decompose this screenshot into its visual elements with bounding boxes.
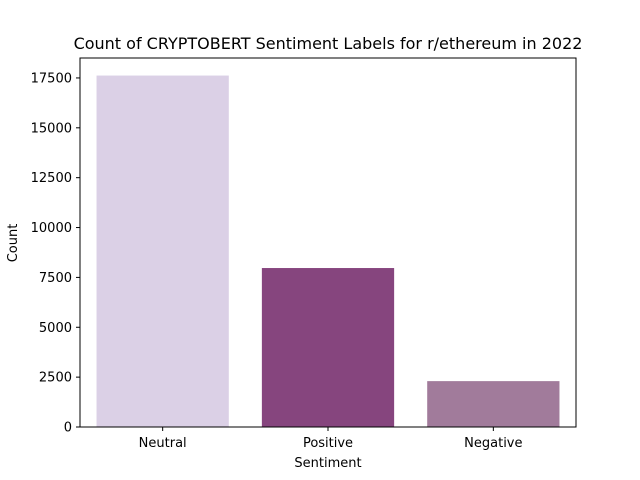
y-tick-label: 17500 <box>31 71 72 86</box>
x-tick-label: Neutral <box>139 436 187 451</box>
y-tick-label: 5000 <box>39 321 72 336</box>
bar-neutral <box>96 75 229 427</box>
x-tick-label: Positive <box>303 436 353 451</box>
bars-group <box>96 75 560 427</box>
chart-title: Count of CRYPTOBERT Sentiment Labels for… <box>74 34 583 53</box>
x-axis: Neutral Positive Negative <box>139 427 523 451</box>
x-tick-label: Negative <box>464 436 522 451</box>
y-tick-label: 2500 <box>39 371 72 386</box>
x-axis-label: Sentiment <box>294 456 361 471</box>
y-tick-label: 10000 <box>31 221 72 236</box>
y-axis: 0 2500 5000 7500 10000 12500 15000 17500 <box>31 71 80 436</box>
y-tick-label: 15000 <box>31 121 72 136</box>
y-axis-label: Count <box>6 224 21 263</box>
y-tick-label: 7500 <box>39 271 72 286</box>
bar-negative <box>427 381 560 427</box>
y-tick-label: 0 <box>64 421 72 436</box>
y-tick-label: 12500 <box>31 171 72 186</box>
bar-positive <box>261 268 395 427</box>
